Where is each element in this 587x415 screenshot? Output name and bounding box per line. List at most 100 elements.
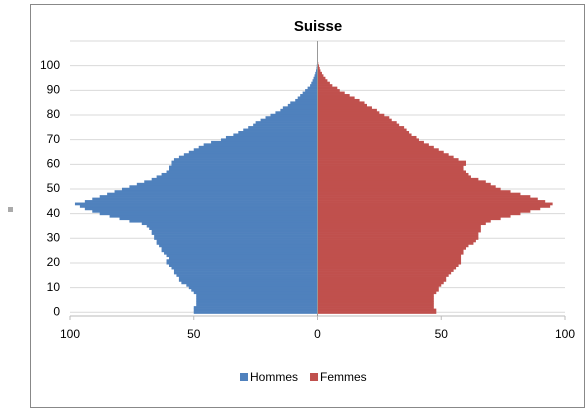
bar <box>318 235 479 238</box>
bar <box>181 281 317 284</box>
bar <box>162 249 318 252</box>
bar <box>318 156 454 159</box>
bar <box>318 254 462 257</box>
bar <box>318 106 372 109</box>
bar <box>318 148 439 151</box>
bar <box>266 116 318 119</box>
bar <box>167 259 318 262</box>
bar <box>85 200 318 203</box>
bar <box>318 294 434 297</box>
bar <box>196 301 317 304</box>
bar <box>318 249 464 252</box>
y-tick-label: 40 <box>47 206 61 220</box>
bar <box>310 84 317 87</box>
bar <box>318 198 538 201</box>
bar <box>318 119 392 122</box>
bar <box>318 281 444 284</box>
bar <box>318 163 467 166</box>
bar <box>300 94 317 97</box>
bar <box>189 151 318 154</box>
bar <box>318 94 350 97</box>
bar <box>318 264 459 267</box>
bar <box>318 207 541 210</box>
bar <box>120 217 318 220</box>
bar <box>305 89 317 92</box>
bar <box>318 286 439 289</box>
bar <box>318 232 479 235</box>
bar <box>318 301 434 304</box>
bar <box>318 183 491 186</box>
bar <box>179 277 318 280</box>
bar <box>194 309 318 312</box>
bar <box>318 109 377 112</box>
bar <box>194 306 318 309</box>
bar <box>318 92 345 95</box>
bar <box>92 210 317 213</box>
bar <box>318 126 405 129</box>
bar <box>318 267 457 270</box>
bar <box>318 227 481 230</box>
bar <box>144 180 317 183</box>
bar <box>318 296 434 299</box>
bar <box>167 262 318 265</box>
bar <box>318 259 462 262</box>
bar <box>194 148 318 151</box>
bar <box>318 277 447 280</box>
bar <box>318 289 439 292</box>
bar <box>280 109 317 112</box>
bar <box>318 141 424 144</box>
bar <box>176 274 317 277</box>
bar <box>226 136 318 139</box>
bar <box>318 124 400 127</box>
bar <box>318 195 531 198</box>
chart-title: Suisse <box>294 18 342 35</box>
bar <box>159 244 317 247</box>
bar <box>318 304 434 307</box>
bar <box>318 178 479 181</box>
bar <box>157 240 318 243</box>
bar <box>171 163 317 166</box>
bar <box>318 175 471 178</box>
bar <box>196 294 317 297</box>
bar <box>318 84 333 87</box>
bar <box>196 296 317 299</box>
bar <box>154 235 317 238</box>
bar <box>318 237 479 240</box>
x-tick-label: 100 <box>60 327 80 341</box>
bar <box>152 230 318 233</box>
bar <box>318 116 390 119</box>
bar <box>318 138 419 141</box>
bar <box>318 306 434 309</box>
bar <box>318 72 322 75</box>
x-tick-label: 100 <box>555 327 575 341</box>
bar <box>179 279 318 282</box>
bar <box>174 272 318 275</box>
bar <box>142 222 318 225</box>
bar <box>162 247 318 250</box>
y-tick-label: 90 <box>47 82 61 96</box>
legend-swatch <box>240 373 248 381</box>
y-tick-label: 70 <box>47 132 61 146</box>
bar <box>318 311 437 314</box>
y-tick-label: 10 <box>47 280 61 294</box>
bar <box>318 220 491 223</box>
y-tick-label: 50 <box>47 181 61 195</box>
y-tick-label: 60 <box>47 156 61 170</box>
bar <box>318 217 501 220</box>
bar <box>318 262 462 265</box>
bar <box>115 190 318 193</box>
bar <box>154 237 317 240</box>
bar <box>318 161 467 164</box>
bar <box>184 153 318 156</box>
bar <box>318 269 454 272</box>
bar <box>318 291 437 294</box>
bar <box>318 210 531 213</box>
legend-label: Hommes <box>250 370 298 384</box>
bar <box>311 82 317 85</box>
bar <box>164 252 317 255</box>
bar <box>238 131 317 134</box>
bar <box>204 143 318 146</box>
bar <box>318 274 449 277</box>
bar <box>318 247 467 250</box>
bar <box>298 96 318 99</box>
